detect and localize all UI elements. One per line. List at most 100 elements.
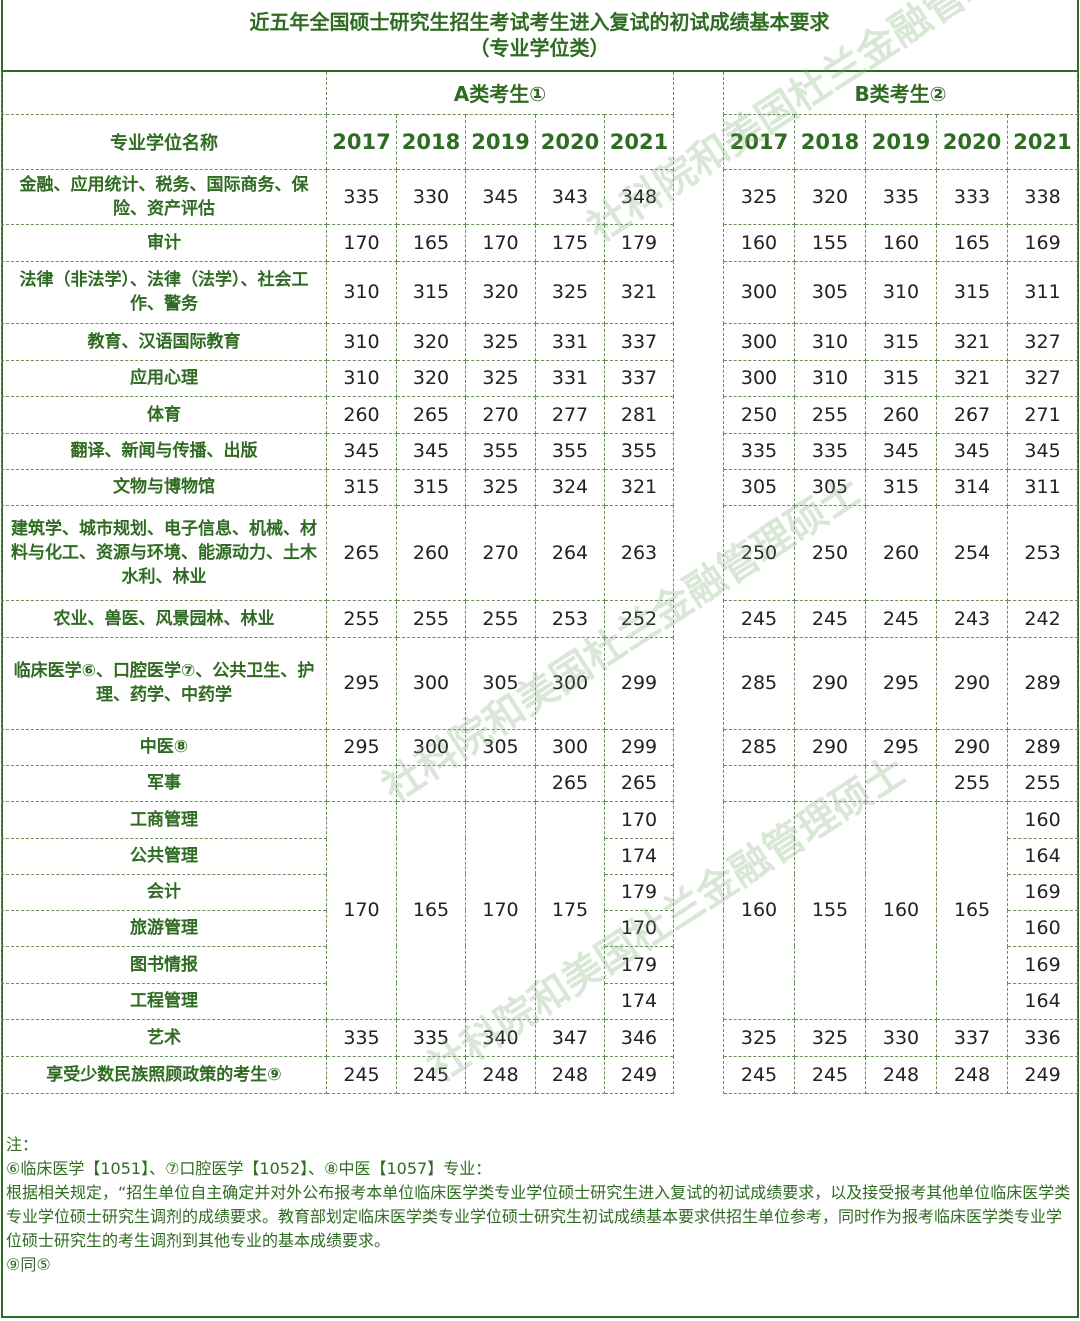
score-a-2021: 170 (604, 909, 674, 947)
score-b-2020: 248 (936, 1055, 1008, 1094)
year-header-b-2019: 2019 (865, 113, 937, 170)
score-a-2017: 315 (326, 468, 397, 506)
year-header-b-2018: 2018 (794, 113, 866, 170)
score-b-2021: 164 (1006, 837, 1079, 875)
score-a-2017: 260 (326, 395, 397, 434)
corner-cell (1, 70, 327, 115)
score-a-2018: 320 (396, 322, 466, 361)
score-b-2021: 311 (1006, 260, 1079, 324)
score-a-2017: 310 (326, 260, 397, 324)
notes-explanation: 根据相关规定，“招生单位自主确定并对外公布报考本单位临床医学类专业学位硕士研究生… (6, 1183, 1071, 1250)
score-a-2018: 165 (396, 800, 466, 1020)
score-a-2021: 179 (604, 223, 674, 262)
score-b-2018: 245 (794, 599, 866, 638)
score-a-2019: 305 (465, 636, 536, 730)
major-name: 工商管理 (1, 800, 327, 839)
table-title: 近五年全国硕士研究生招生考试考生进入复试的初试成绩基本要求 （专业学位类） (1, 0, 1078, 72)
score-a-2021: 252 (604, 599, 674, 638)
score-a-2020: 343 (535, 168, 605, 225)
score-a-2021: 337 (604, 322, 674, 361)
score-b-2018: 305 (794, 468, 866, 506)
score-b-2017: 285 (723, 636, 795, 730)
score-b-2020: 290 (936, 728, 1008, 766)
major-name: 翻译、新闻与传播、出版 (1, 432, 327, 470)
score-b-2017: 160 (723, 223, 795, 262)
score-b-2020: 290 (936, 636, 1008, 730)
score-a-2020: 175 (535, 223, 605, 262)
score-b-2019: 260 (865, 395, 937, 434)
score-b-2018: 255 (794, 395, 866, 434)
score-b-2020: 345 (936, 432, 1008, 470)
score-b-2019: 295 (865, 636, 937, 730)
score-a-2021: 170 (604, 800, 674, 839)
score-a-2020: 248 (535, 1055, 605, 1094)
score-b-2020: 337 (936, 1018, 1008, 1057)
score-a-2020: 300 (535, 728, 605, 766)
group-b-header: B类考生② (722, 70, 1079, 115)
score-b-2017: 300 (723, 260, 795, 324)
score-a-2019: 255 (465, 599, 536, 638)
score-a-2020: 264 (535, 504, 605, 601)
score-b-2018: 290 (794, 728, 866, 766)
score-a-2017: 245 (326, 1055, 397, 1094)
score-b-2019: 160 (865, 223, 937, 262)
score-a-2019: 320 (465, 260, 536, 324)
notes-label: 注： (6, 1135, 39, 1154)
score-a-2018 (396, 764, 466, 802)
major-name: 金融、应用统计、税务、国际商务、保险、资产评估 (1, 168, 327, 225)
score-b-2020: 314 (936, 468, 1008, 506)
score-a-2021: 299 (604, 728, 674, 766)
score-a-2019: 170 (465, 800, 536, 1020)
score-a-2021: 321 (604, 260, 674, 324)
score-a-2018: 335 (396, 1018, 466, 1057)
major-name: 体育 (1, 395, 327, 434)
score-a-2018: 315 (396, 260, 466, 324)
score-b-2019: 330 (865, 1018, 937, 1057)
score-b-2019: 310 (865, 260, 937, 324)
score-b-2020: 255 (936, 764, 1008, 802)
score-a-2021: 179 (604, 945, 674, 984)
year-header-a-2017: 2017 (326, 113, 397, 170)
major-name: 工程管理 (1, 982, 327, 1020)
major-name: 图书情报 (1, 945, 327, 984)
major-name: 文物与博物馆 (1, 468, 327, 506)
major-name: 军事 (1, 764, 327, 802)
year-header-b-2017: 2017 (723, 113, 795, 170)
score-b-2019: 315 (865, 359, 937, 397)
score-a-2020: 331 (535, 359, 605, 397)
score-b-2021: 271 (1006, 395, 1079, 434)
score-b-2019: 335 (865, 168, 937, 225)
score-a-2017: 295 (326, 728, 397, 766)
score-a-2019: 325 (465, 468, 536, 506)
score-a-2017: 310 (326, 322, 397, 361)
score-b-2021: 169 (1006, 945, 1079, 984)
score-b-2019 (865, 764, 937, 802)
score-b-2021: 249 (1006, 1055, 1079, 1094)
score-b-2021: 160 (1006, 909, 1079, 947)
score-b-2021: 345 (1006, 432, 1079, 470)
major-name: 审计 (1, 223, 327, 262)
score-a-2019: 270 (465, 504, 536, 601)
score-a-2021: 321 (604, 468, 674, 506)
score-a-2020: 324 (535, 468, 605, 506)
score-a-2018: 315 (396, 468, 466, 506)
score-b-2020: 333 (936, 168, 1008, 225)
score-a-2017: 170 (326, 223, 397, 262)
score-b-2017: 305 (723, 468, 795, 506)
major-name: 会计 (1, 873, 327, 911)
group-a-header: A类考生① (326, 70, 674, 115)
notes: 注： ⑥临床医学【1051】、⑦口腔医学【1052】、⑧中医【1057】专业： … (6, 1133, 1072, 1277)
score-a-2021: 265 (604, 764, 674, 802)
score-b-2018: 305 (794, 260, 866, 324)
score-b-2021: 160 (1006, 800, 1079, 839)
score-b-2021: 289 (1006, 728, 1079, 766)
score-b-2017: 300 (723, 322, 795, 361)
score-a-2019: 355 (465, 432, 536, 470)
score-b-2019: 260 (865, 504, 937, 601)
score-a-2018: 345 (396, 432, 466, 470)
major-name: 临床医学⑥、口腔医学⑦、公共卫生、护理、药学、中药学 (1, 636, 327, 730)
score-a-2018: 300 (396, 636, 466, 730)
score-a-2017: 345 (326, 432, 397, 470)
score-a-2019: 345 (465, 168, 536, 225)
score-b-2019: 295 (865, 728, 937, 766)
